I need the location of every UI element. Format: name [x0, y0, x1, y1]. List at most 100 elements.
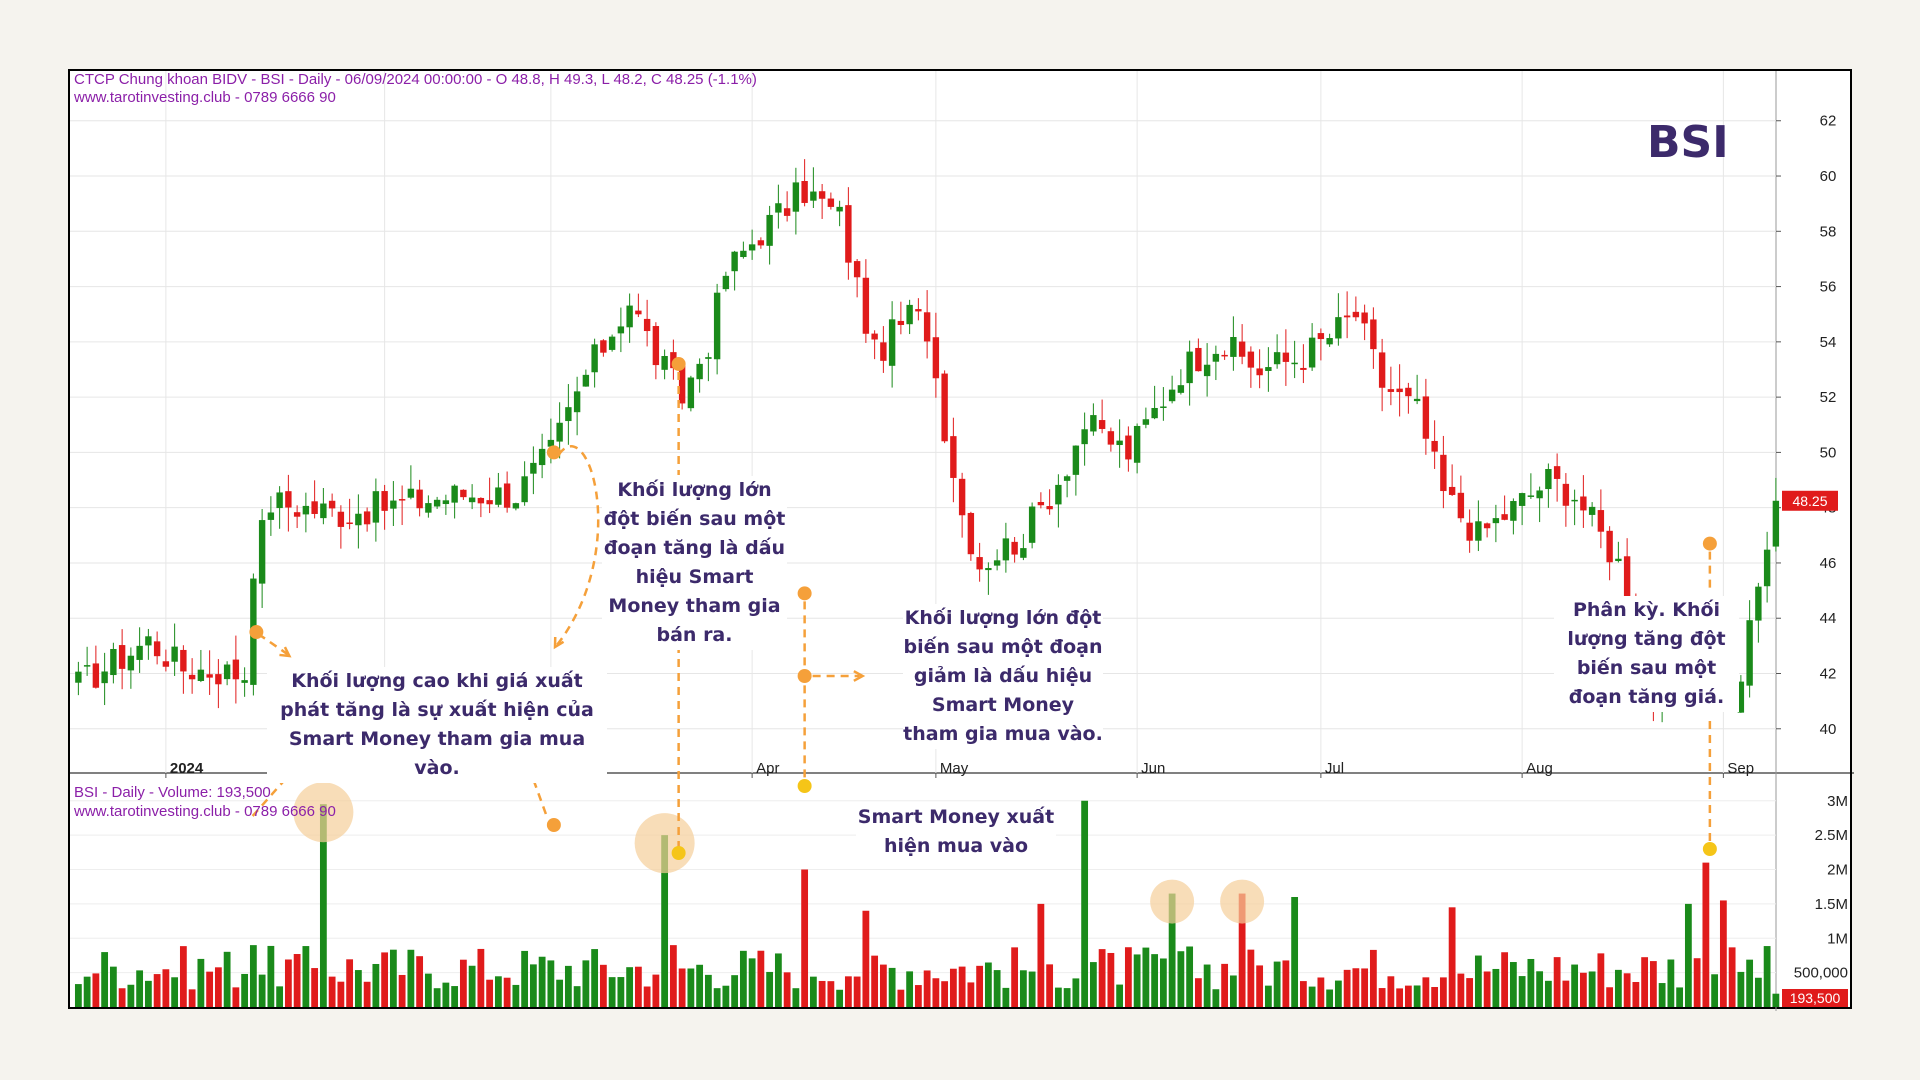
volume-bar [363, 981, 371, 1007]
volume-bar [407, 949, 415, 1007]
volume-tick-label: 500,000 [1794, 965, 1848, 982]
candle-body [223, 664, 231, 680]
volume-bar [1483, 971, 1491, 1007]
candle-body [1580, 496, 1587, 511]
volume-bar [1597, 953, 1605, 1007]
candle-body [136, 645, 143, 660]
volume-highlight-circle [1150, 879, 1195, 924]
volume-bar [1492, 968, 1500, 1007]
candle-body [1623, 556, 1631, 611]
volume-bar [346, 959, 354, 1007]
candle-body [1133, 425, 1141, 463]
volume-bar [302, 946, 310, 1007]
candle-body [582, 374, 590, 387]
volume-bar [1299, 981, 1307, 1007]
volume-bar [153, 974, 161, 1007]
candle-body [1335, 317, 1342, 339]
volume-bar [1229, 975, 1237, 1007]
candle-body [1300, 367, 1307, 370]
candle-body [932, 337, 940, 379]
candle-body [328, 500, 336, 509]
volume-bar [984, 962, 992, 1007]
volume-bar [914, 985, 922, 1007]
candle-body [1553, 466, 1561, 479]
volume-bar [888, 967, 896, 1007]
volume-bar [976, 965, 984, 1007]
volume-website-header: www.tarotinvesting.club - 0789 6666 90 [74, 803, 336, 820]
candle-body [276, 492, 283, 509]
candle-body [285, 491, 292, 508]
volume-bar [258, 974, 266, 1007]
candle-body [521, 476, 528, 503]
candle-body [1116, 440, 1123, 446]
volume-bar [118, 988, 126, 1007]
candle-body [1055, 484, 1062, 505]
volume-bar [529, 964, 537, 1007]
candle-body [1256, 368, 1263, 376]
volume-tick-label: 1.5M [1815, 896, 1848, 913]
annotation-dot [546, 818, 561, 832]
volume-highlight-circle [293, 782, 354, 843]
volume-bar [862, 910, 870, 1007]
volume-bar [582, 960, 590, 1007]
annotation-connector [257, 633, 289, 656]
volume-bar [1754, 977, 1762, 1007]
candle-body [556, 422, 563, 442]
candle-body [1483, 523, 1491, 529]
volume-bar [1107, 952, 1115, 1007]
volume-bar [1606, 987, 1614, 1007]
candle-body [311, 501, 318, 514]
candle-body [573, 391, 581, 413]
candle-body [1072, 445, 1080, 475]
volume-bar [591, 949, 599, 1007]
volume-bar [389, 949, 397, 1007]
candle-body [565, 407, 572, 422]
candle-body [1571, 499, 1578, 502]
volume-bar [1413, 985, 1421, 1007]
volume-bar [197, 958, 205, 1007]
volume-bar [109, 966, 117, 1007]
annotation-arrow [853, 670, 866, 682]
candle-body [897, 320, 905, 326]
price-tick-label: 58 [1820, 223, 1837, 240]
volume-bar [669, 945, 677, 1007]
volume-bar [459, 959, 467, 1007]
volume-bar [1614, 969, 1622, 1007]
annotation-connector [251, 770, 294, 817]
candle-body [92, 663, 100, 688]
candle-body [1501, 514, 1508, 520]
candle-body [1588, 506, 1596, 515]
volume-bar [1133, 954, 1141, 1007]
volume-bar [1579, 972, 1587, 1007]
volume-bar [1011, 947, 1019, 1007]
candle-body [1361, 312, 1368, 324]
annotation-dot [671, 356, 686, 371]
candle-body [1221, 354, 1228, 357]
candle-body [442, 500, 450, 505]
volume-bar [1501, 952, 1509, 1007]
volume-bar [713, 988, 721, 1007]
last-price-tag [1782, 490, 1838, 511]
candle-body [547, 439, 555, 447]
candle-body [1370, 319, 1377, 350]
candle-body [1151, 407, 1158, 419]
ticker-logo: BSI [1647, 117, 1729, 168]
volume-bar [1641, 957, 1649, 1007]
volume-bar [1667, 959, 1675, 1007]
volume-bar [232, 987, 240, 1007]
volume-bar [1369, 949, 1377, 1007]
candle-body [1265, 367, 1272, 371]
candle-body [118, 645, 126, 669]
annotation-dot [797, 779, 812, 793]
volume-bar [652, 974, 660, 1007]
candle-body [976, 557, 983, 570]
candle-body [818, 191, 826, 199]
candle-body [451, 485, 458, 503]
candle-body [626, 305, 633, 328]
candle-body [853, 261, 861, 278]
price-tick-label: 42 [1820, 666, 1837, 683]
volume-bar [521, 950, 529, 1007]
volume-bar [634, 966, 642, 1007]
price-tick-label: 56 [1820, 279, 1837, 296]
volume-bar [1711, 974, 1719, 1007]
